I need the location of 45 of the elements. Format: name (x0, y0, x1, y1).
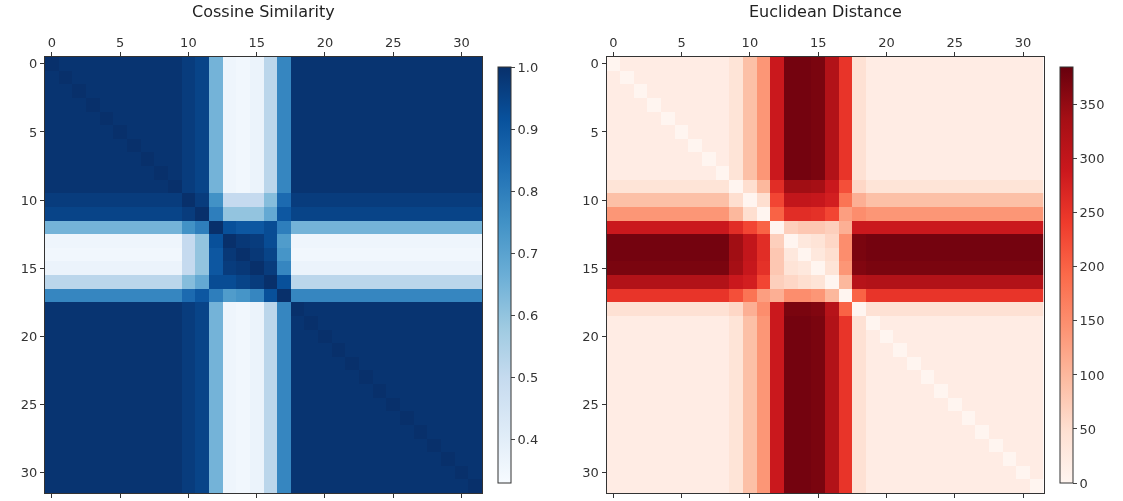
x-tick-label: 10 (180, 34, 197, 50)
x-tick-label: 30 (453, 34, 470, 50)
x-tick-label: 25 (946, 34, 963, 50)
x-tick-label: 20 (878, 34, 895, 50)
color-bar-label: 100 (1079, 367, 1105, 383)
color-bar-label: 350 (1079, 97, 1105, 113)
y-tick-label: 15 (20, 260, 38, 276)
y-tick-label: 25 (582, 396, 599, 412)
y-tick-label: 10 (582, 192, 599, 208)
y-tick-label: 20 (582, 328, 599, 344)
y-tick-label: 20 (20, 328, 38, 344)
y-tick-label: 30 (582, 465, 599, 481)
y-tick-label: 30 (20, 465, 38, 481)
color-bar-label: 200 (1079, 259, 1105, 275)
y-tick-label: 5 (590, 124, 599, 140)
chart-title: Euclidean Distance (749, 2, 902, 21)
y-tick-label: 10 (20, 192, 38, 208)
color-bar-label: 250 (1079, 205, 1105, 221)
y-tick-label: 5 (29, 124, 38, 140)
color-bar-label: 0.9 (517, 121, 539, 137)
color-bar-label: 0.8 (517, 183, 539, 199)
chart-title: Cossine Similarity (192, 2, 335, 21)
x-tick-label: 0 (47, 34, 56, 50)
color-bar-label: 0 (1079, 475, 1088, 491)
x-tick-label: 5 (677, 34, 686, 50)
y-tick-label: 0 (590, 56, 599, 72)
y-tick-label: 0 (29, 56, 38, 72)
y-tick-label: 25 (20, 396, 38, 412)
x-tick-label: 5 (115, 34, 125, 50)
x-tick-label: 20 (316, 34, 334, 50)
x-tick-label: 25 (384, 34, 402, 50)
color-bar-label: 50 (1079, 421, 1097, 437)
x-tick-label: 15 (809, 34, 827, 50)
x-tick-label: 15 (248, 34, 265, 50)
color-bar-label: 0.5 (517, 370, 539, 385)
x-tick-label: 10 (741, 34, 759, 50)
color-bar-label: 150 (1079, 313, 1105, 329)
color-bar-label: 0.4 (517, 432, 539, 448)
color-bar-label: 0.7 (517, 245, 539, 261)
x-tick-label: 0 (609, 34, 618, 50)
x-tick-label: 30 (1014, 34, 1032, 50)
color-bar-label: 1.0 (517, 59, 539, 75)
color-bar-label: 0.6 (517, 307, 539, 323)
y-tick-label: 15 (582, 260, 599, 276)
color-bar-label: 300 (1079, 151, 1105, 167)
